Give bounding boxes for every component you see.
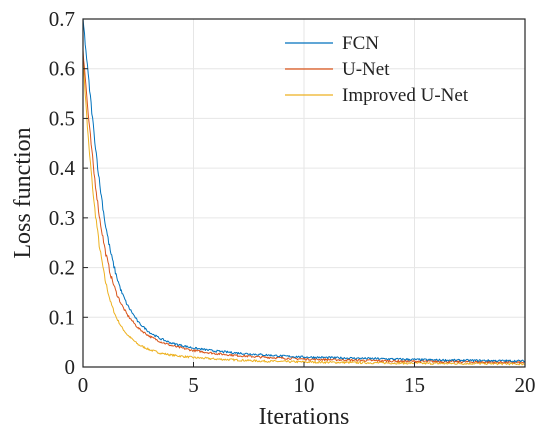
- axis-ticks: 0 5 10 15 20 0 0.1 0.2 0.3 0.4 0.5 0.6 0.7: [49, 7, 536, 397]
- legend: FCN U-Net Improved U-Net: [285, 33, 469, 106]
- series-line-fcn: [82, 18, 526, 363]
- x-tick-label: 5: [188, 373, 199, 397]
- y-tick-label: 0.3: [49, 206, 75, 230]
- y-axis-title: Loss function: [10, 127, 36, 258]
- x-tick-label: 0: [78, 373, 89, 397]
- y-tick-label: 0.5: [49, 106, 75, 130]
- legend-label: Improved U-Net: [342, 85, 469, 106]
- x-tick-label: 10: [294, 373, 315, 397]
- y-tick-label: 0.2: [49, 256, 75, 280]
- y-tick-label: 0.6: [49, 57, 75, 81]
- y-tick-label: 0: [65, 355, 76, 379]
- series-line-improved-u-net: [82, 61, 526, 366]
- x-axis-title: Iterations: [259, 404, 350, 430]
- x-tick-label: 15: [404, 373, 425, 397]
- x-tick-label: 20: [515, 373, 536, 397]
- grid: [82, 18, 526, 368]
- series-line-u-net: [82, 50, 526, 364]
- series-group: [82, 18, 526, 366]
- y-tick-label: 0.4: [49, 156, 76, 180]
- legend-label: FCN: [342, 33, 379, 54]
- y-tick-label: 0.1: [49, 305, 75, 329]
- legend-label: U-Net: [342, 59, 390, 80]
- y-tick-label: 0.7: [49, 7, 75, 31]
